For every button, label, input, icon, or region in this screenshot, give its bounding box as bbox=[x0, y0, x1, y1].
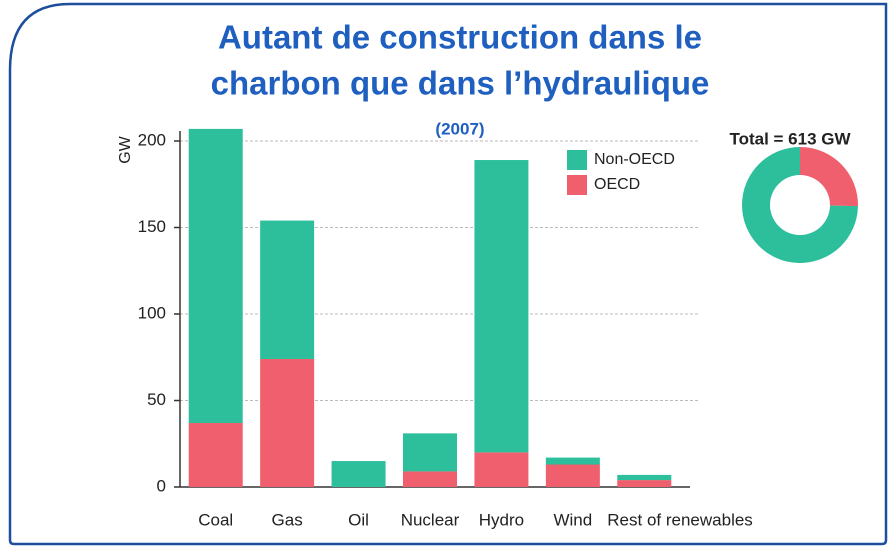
chart-title: Autant de construction dans le bbox=[218, 19, 702, 56]
x-tick-label: Rest of renewables bbox=[607, 510, 753, 529]
legend-swatch bbox=[567, 150, 587, 170]
bar-segment bbox=[188, 422, 243, 487]
x-tick-label: Gas bbox=[272, 510, 303, 529]
bar-segment bbox=[403, 433, 457, 472]
y-tick-label: 150 bbox=[138, 217, 166, 236]
y-tick-label: 100 bbox=[138, 303, 166, 322]
bar-segment bbox=[260, 358, 315, 487]
legend-label: OECD bbox=[594, 176, 640, 193]
donut-segment bbox=[742, 147, 858, 263]
chart-subtitle: (2007) bbox=[435, 119, 484, 138]
donut-segment bbox=[800, 147, 858, 207]
chart-title: charbon que dans l’hydraulique bbox=[211, 65, 710, 102]
y-tick-label: 0 bbox=[157, 476, 166, 495]
frame bbox=[8, 2, 888, 546]
bar-segment bbox=[331, 461, 386, 487]
legend-label: Non-OECD bbox=[594, 151, 675, 168]
bar-segment bbox=[403, 471, 457, 487]
bar-segment bbox=[617, 474, 672, 481]
x-tick-label: Wind bbox=[553, 510, 592, 529]
y-axis-label: GW bbox=[117, 135, 134, 163]
legend-swatch bbox=[567, 175, 587, 195]
x-tick-label: Oil bbox=[348, 510, 369, 529]
bar-segment bbox=[474, 160, 529, 453]
x-tick-label: Nuclear bbox=[401, 510, 460, 529]
bar-segment bbox=[260, 220, 315, 359]
y-tick-label: 200 bbox=[138, 130, 166, 149]
bar-segment bbox=[545, 464, 600, 487]
inset-title: Total = 613 GW bbox=[729, 129, 851, 148]
bar-segment bbox=[617, 480, 672, 487]
x-tick-label: Coal bbox=[198, 510, 233, 529]
y-tick-label: 50 bbox=[147, 390, 166, 409]
bar-segment bbox=[545, 457, 600, 465]
bar-segment bbox=[188, 128, 243, 423]
x-tick-label: Hydro bbox=[479, 510, 524, 529]
bar-segment bbox=[474, 452, 529, 487]
